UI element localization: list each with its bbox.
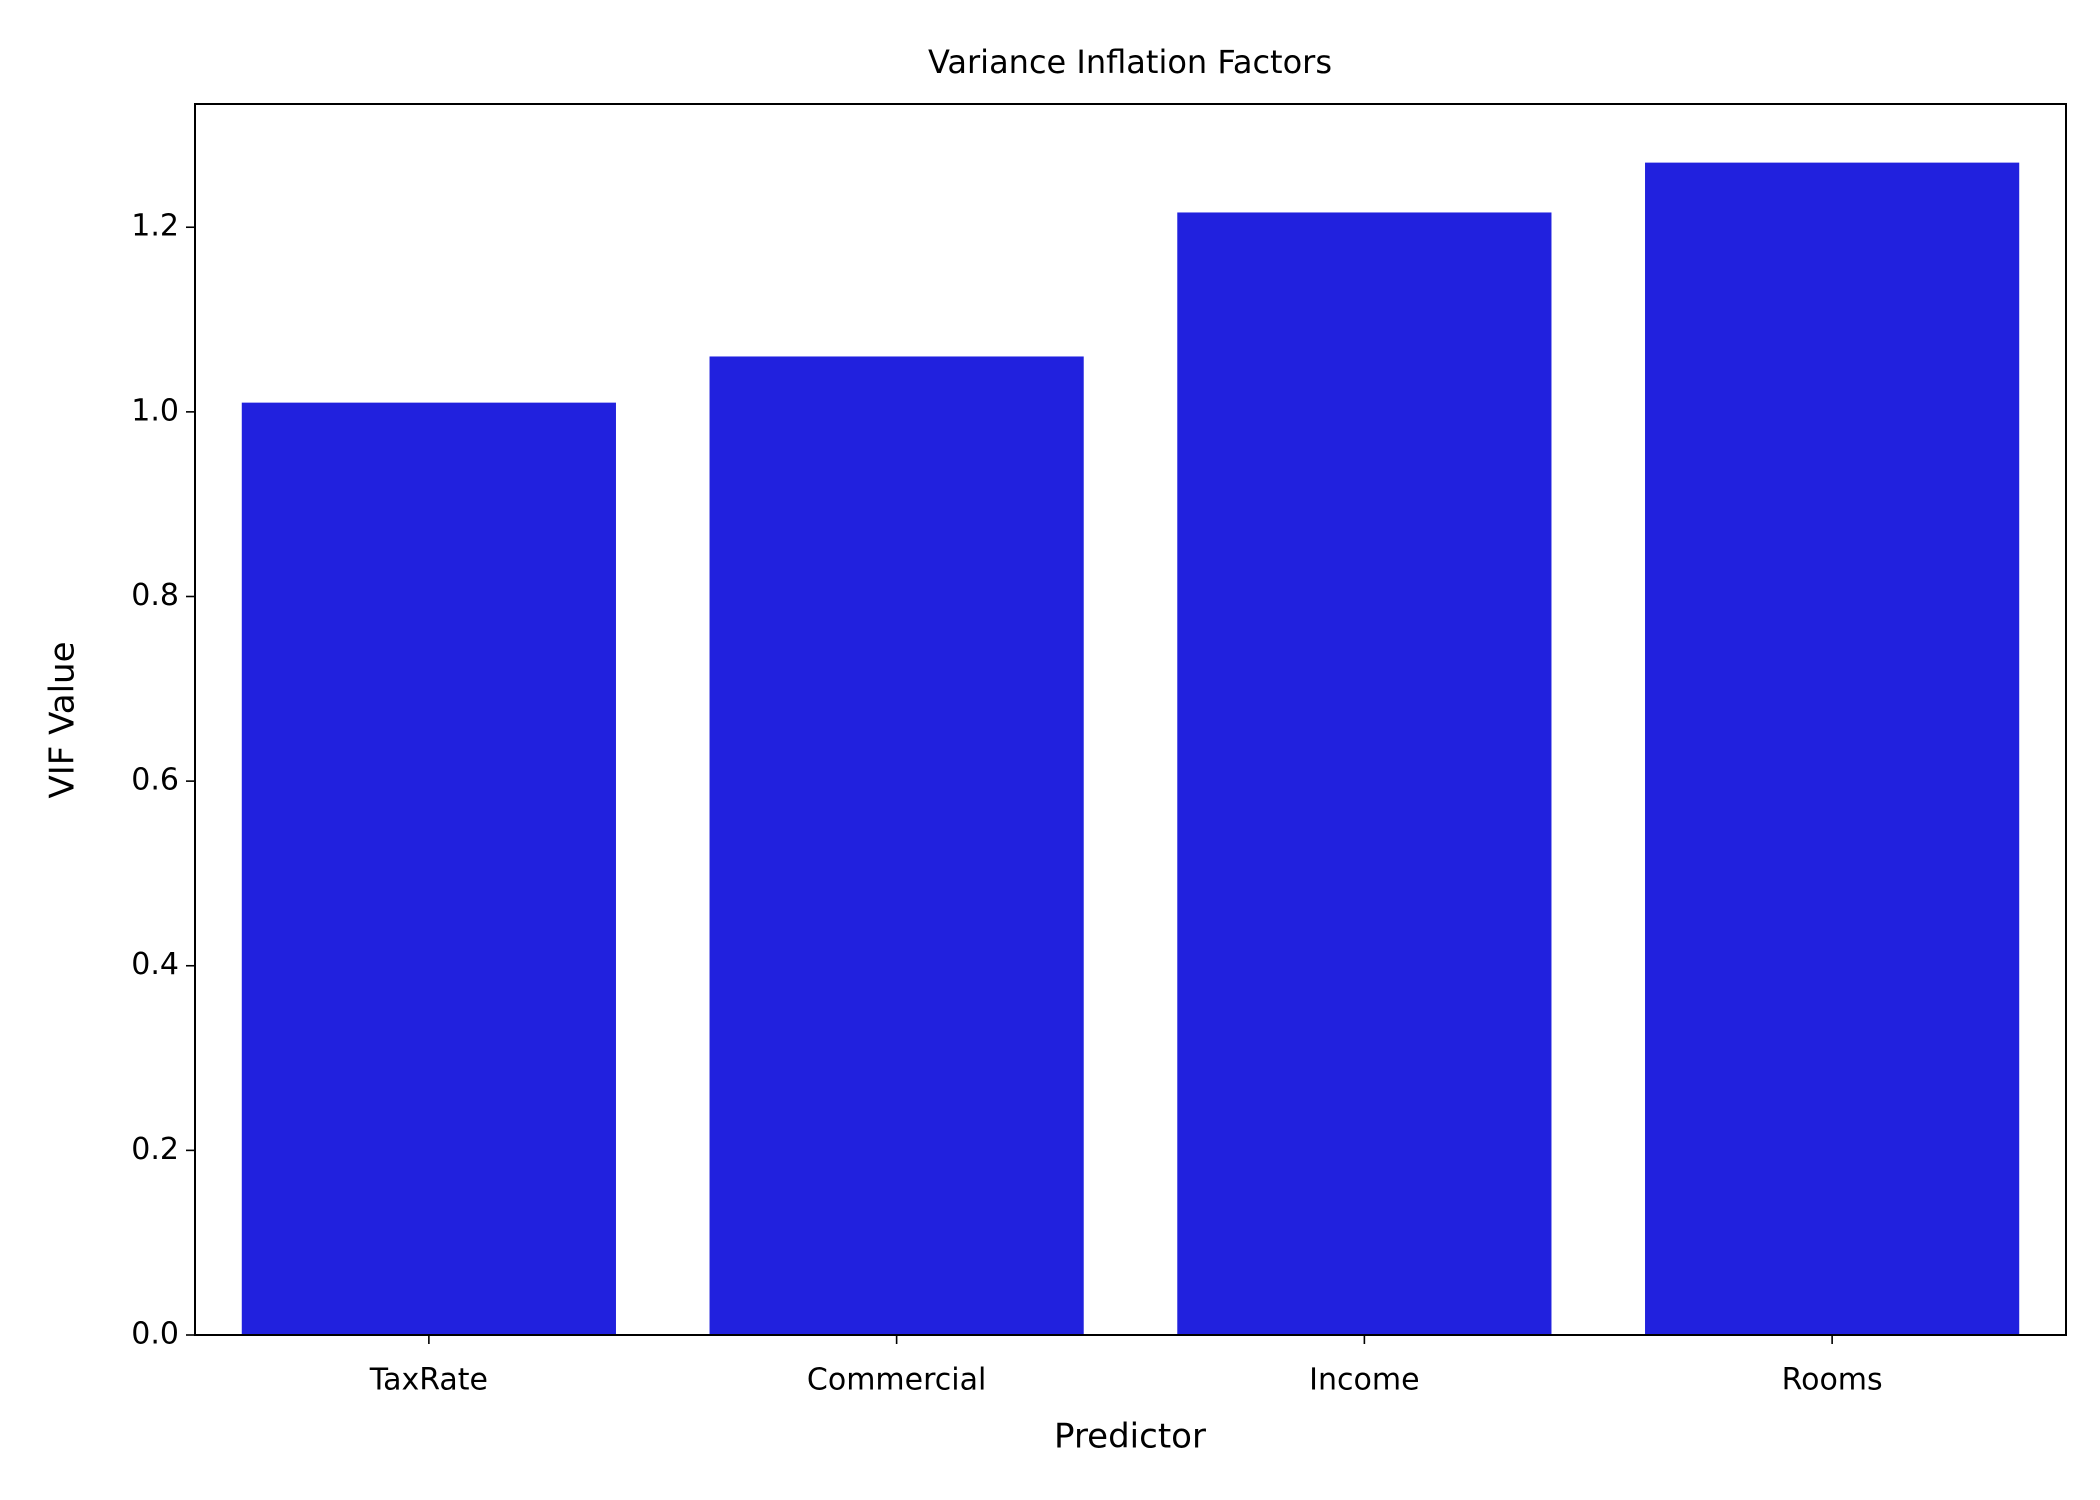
y-tick-label: 0.2 [131, 1132, 179, 1167]
x-tick-label: TaxRate [369, 1363, 488, 1398]
y-tick-label: 1.0 [131, 393, 179, 428]
x-tick-label: Income [1309, 1363, 1419, 1398]
x-tick-label: Commercial [807, 1363, 986, 1398]
y-tick-label: 0.0 [131, 1317, 179, 1352]
bar [1177, 212, 1552, 1336]
plot-frame [194, 103, 2067, 1336]
bar [1645, 162, 2020, 1336]
chart-title: Variance Inflation Factors [928, 43, 1332, 81]
y-tick-label: 0.4 [131, 947, 179, 982]
x-tick-label: Rooms [1782, 1363, 1883, 1398]
y-tick-label: 0.6 [131, 763, 179, 798]
y-axis-label: VIF Value [43, 641, 83, 798]
bar [241, 402, 616, 1335]
x-axis-label: Predictor [1054, 1417, 1206, 1457]
y-tick-label: 0.8 [131, 578, 179, 613]
y-tick-label: 1.2 [131, 209, 179, 244]
bar [709, 356, 1084, 1336]
